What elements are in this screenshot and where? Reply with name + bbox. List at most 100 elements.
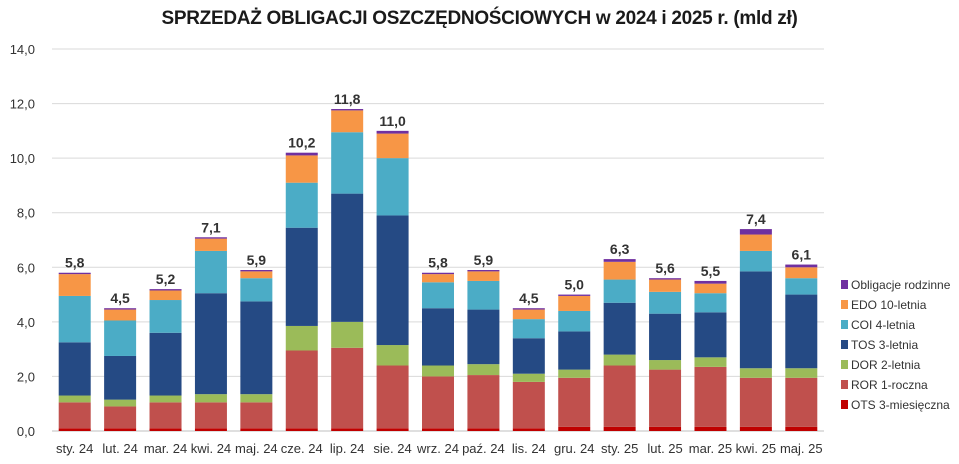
bar-segment — [739, 368, 772, 378]
legend-label: OTS 3-miesięczna — [851, 398, 950, 412]
bar-segment — [285, 428, 318, 431]
bar-segment — [467, 375, 500, 429]
y-tick-label: 6,0 — [17, 260, 35, 275]
bar-segment — [194, 238, 227, 251]
bar-segment — [467, 364, 500, 376]
bar-segment — [285, 325, 318, 351]
bar-segment — [58, 272, 91, 275]
total-label: 5,2 — [156, 271, 176, 287]
bar-segment — [285, 155, 318, 183]
legend-swatch — [841, 340, 848, 349]
bar-segment — [512, 338, 545, 374]
bar-segment — [694, 283, 727, 294]
bar-segment — [649, 369, 682, 427]
y-tick-label: 0,0 — [17, 424, 35, 439]
bar-segment — [785, 267, 818, 279]
bar-segment — [285, 152, 318, 156]
bar-segment — [512, 428, 545, 431]
bar-segment — [422, 308, 454, 366]
legend-label: COI 4-letnia — [851, 318, 915, 332]
bar-segment — [376, 345, 409, 366]
bar-segment — [422, 282, 454, 309]
x-tick-label: wrz. 24 — [416, 441, 459, 456]
total-label: 5,9 — [247, 252, 267, 268]
bar-segment — [422, 274, 454, 283]
bar-segment — [785, 294, 818, 369]
bar-segment — [512, 309, 545, 320]
bar-segment — [558, 310, 591, 332]
bar-segment — [104, 320, 137, 356]
bar-segment — [58, 395, 91, 403]
bar-segment — [240, 270, 273, 272]
y-tick-label: 10,0 — [10, 151, 35, 166]
bar-segment — [467, 309, 500, 365]
bar-segment — [558, 295, 591, 311]
x-tick-label: lip. 24 — [330, 441, 365, 456]
bar-segment — [376, 133, 409, 159]
legend-label: TOS 3-letnia — [851, 338, 918, 352]
bar-segment — [603, 279, 636, 303]
bar-segment — [240, 428, 273, 431]
bar-segment — [558, 369, 591, 378]
bar-segment — [694, 366, 727, 427]
bar-segment — [104, 406, 137, 429]
bar-segment — [331, 109, 364, 111]
bar-segment — [785, 426, 818, 431]
bar-segment — [694, 426, 727, 431]
x-tick-label: paź. 24 — [462, 441, 505, 456]
y-tick-label: 4,0 — [17, 315, 35, 330]
bar-segment — [422, 272, 454, 275]
bar-segment — [149, 289, 182, 291]
total-label: 5,0 — [565, 277, 585, 293]
bar-segment — [104, 399, 137, 407]
total-label: 5,6 — [655, 260, 675, 276]
bar-segment — [58, 274, 91, 296]
bar-segment — [512, 373, 545, 382]
bar-segment — [331, 347, 364, 429]
bar-segment — [603, 302, 636, 355]
y-tick-label: 14,0 — [10, 42, 35, 57]
bar-segment — [376, 365, 409, 429]
bar-segment — [331, 110, 364, 133]
bar-segment — [331, 193, 364, 322]
bar-segment — [649, 278, 682, 280]
bar-segment — [240, 271, 273, 279]
y-tick-label: 2,0 — [17, 369, 35, 384]
legend-swatch — [841, 360, 848, 369]
bar-segment — [603, 365, 636, 427]
bar-segment — [422, 365, 454, 377]
total-label: 11,8 — [334, 91, 361, 107]
bar-segment — [739, 234, 772, 251]
y-tick-label: 8,0 — [17, 206, 35, 221]
bar-segment — [240, 301, 273, 395]
bar-segment — [649, 360, 682, 370]
bar-segment — [467, 270, 500, 272]
x-tick-label: mar. 25 — [689, 441, 732, 456]
bar-segment — [104, 308, 137, 310]
bar-segment — [785, 377, 818, 427]
bar-segment — [194, 250, 227, 294]
bar-segment — [376, 158, 409, 216]
bar-segment — [739, 377, 772, 427]
bar-segment — [104, 309, 137, 321]
bar-segment — [58, 402, 91, 429]
bar-segment — [467, 280, 500, 310]
legend-swatch — [841, 400, 848, 409]
x-tick-label: maj. 24 — [235, 441, 278, 456]
legend-swatch — [841, 320, 848, 329]
bar-segment — [376, 130, 409, 134]
x-tick-label: sty. 25 — [601, 441, 638, 456]
bar-segment — [739, 426, 772, 431]
x-tick-label: cze. 24 — [281, 441, 323, 456]
total-label: 6,1 — [792, 247, 812, 263]
bar-segment — [376, 215, 409, 346]
bar-segment — [149, 300, 182, 333]
bar-segment — [558, 377, 591, 427]
bar-segment — [331, 132, 364, 194]
bar-segment — [331, 321, 364, 348]
bar-segment — [240, 278, 273, 302]
bar-segment — [558, 426, 591, 431]
x-tick-label: mar. 24 — [144, 441, 187, 456]
total-label: 7,4 — [746, 211, 766, 227]
